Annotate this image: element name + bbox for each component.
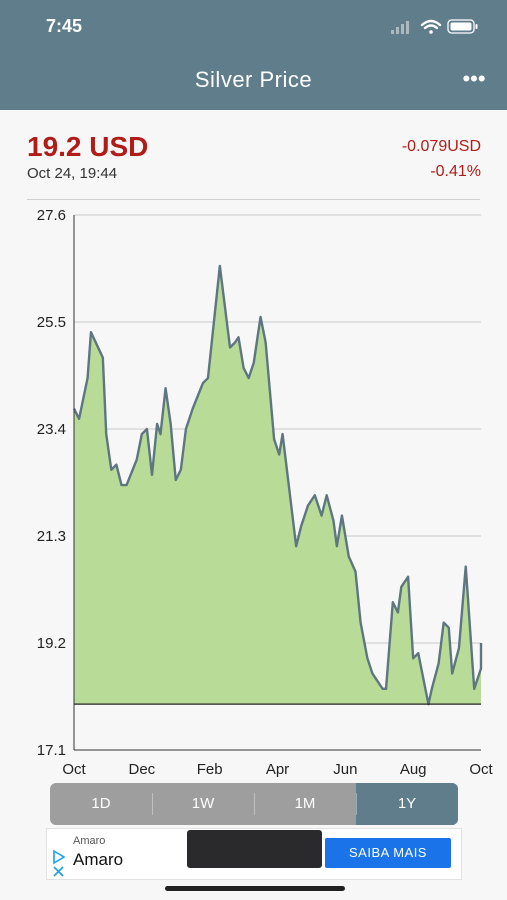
range-selector: 1D 1W 1M 1Y — [50, 783, 458, 825]
x-tick-label: Jun — [333, 761, 357, 778]
ad-sponsor: Amaro — [73, 835, 106, 847]
range-1m-button[interactable]: 1M — [254, 783, 356, 825]
y-tick-label: 27.6 — [37, 207, 66, 224]
wifi-icon — [420, 19, 442, 34]
current-price: 19.2 USD — [27, 131, 149, 162]
ad-cta-button[interactable]: SAIBA MAIS — [325, 838, 451, 868]
y-tick-label: 21.3 — [37, 528, 66, 545]
y-tick-label: 17.1 — [37, 742, 66, 759]
x-tick-label: Dec — [128, 761, 155, 778]
price-chart[interactable]: 27.6 25.5 23.4 21.3 19.2 17.1 Oct Dec Feb Apr Jun A… — [0, 200, 507, 785]
price-change-percent: -0.41% — [430, 163, 481, 180]
battery-icon — [447, 19, 478, 34]
range-1y-button[interactable]: 1Y — [356, 783, 458, 825]
y-tick-label: 25.5 — [37, 314, 66, 331]
x-tick-label: Oct — [469, 761, 493, 778]
x-tick-label: Feb — [197, 761, 223, 778]
status-icons — [391, 19, 478, 34]
range-1w-button[interactable]: 1W — [152, 783, 254, 825]
divider — [27, 199, 480, 200]
more-icon: ••• — [462, 66, 486, 91]
y-tick-label: 23.4 — [37, 421, 66, 438]
ad-banner[interactable]: Amaro Amaro SAIBA MAIS — [46, 828, 462, 880]
range-1d-button[interactable]: 1D — [50, 783, 152, 825]
ad-choices-icon[interactable] — [51, 849, 67, 877]
app-header: 7:45 Silver Price ••• — [0, 0, 507, 110]
home-indicator — [165, 886, 345, 891]
ad-advertiser-name: Amaro — [73, 850, 124, 869]
y-tick-label: 19.2 — [37, 635, 66, 652]
x-tick-label: Aug — [400, 761, 427, 778]
more-options-button[interactable]: ••• — [459, 64, 489, 94]
x-tick-label: Oct — [62, 761, 86, 778]
x-tick-label: Apr — [266, 761, 289, 778]
ad-image[interactable] — [187, 830, 322, 868]
quote-timestamp: Oct 24, 19:44 — [27, 165, 118, 182]
status-time: 7:45 — [46, 16, 83, 36]
cellular-signal-icon — [391, 21, 409, 34]
page-title: Silver Price — [194, 67, 313, 92]
price-line — [72, 264, 483, 706]
price-change-absolute: -0.079USD — [401, 138, 481, 155]
price-area — [74, 265, 481, 705]
